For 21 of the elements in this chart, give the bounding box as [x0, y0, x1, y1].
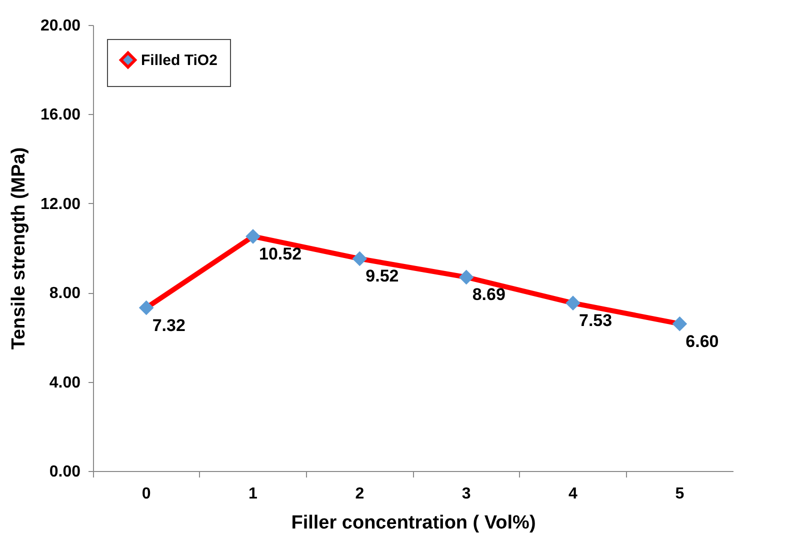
y-tick-label: 4.00 — [49, 374, 81, 392]
data-label: 10.52 — [259, 244, 302, 264]
x-tick-label: 5 — [675, 486, 684, 502]
x-tick-label: 0 — [142, 486, 151, 502]
y-tick-label: 12.00 — [40, 196, 81, 213]
data-label: 7.53 — [579, 311, 612, 330]
data-label: 9.52 — [366, 266, 399, 286]
y-tick-label: 8.00 — [49, 285, 81, 302]
x-tick-label: 2 — [355, 486, 364, 502]
legend-label: Filled TiO2 — [141, 52, 218, 69]
x-tick-label: 1 — [248, 486, 258, 502]
x-tick-label: 4 — [568, 486, 578, 502]
x-axis-title: Filler concentration ( Vol%) — [291, 512, 536, 534]
data-label: 8.69 — [472, 285, 506, 304]
y-axis-title: Tensile strength (MPa) — [8, 147, 30, 350]
y-tick-label: 16.00 — [40, 106, 81, 124]
y-tick-label: 20.00 — [40, 18, 81, 34]
data-label: 6.60 — [686, 332, 719, 351]
data-label: 7.32 — [152, 316, 186, 335]
x-tick-label: 3 — [462, 486, 471, 502]
y-tick-label: 0.00 — [49, 464, 81, 480]
